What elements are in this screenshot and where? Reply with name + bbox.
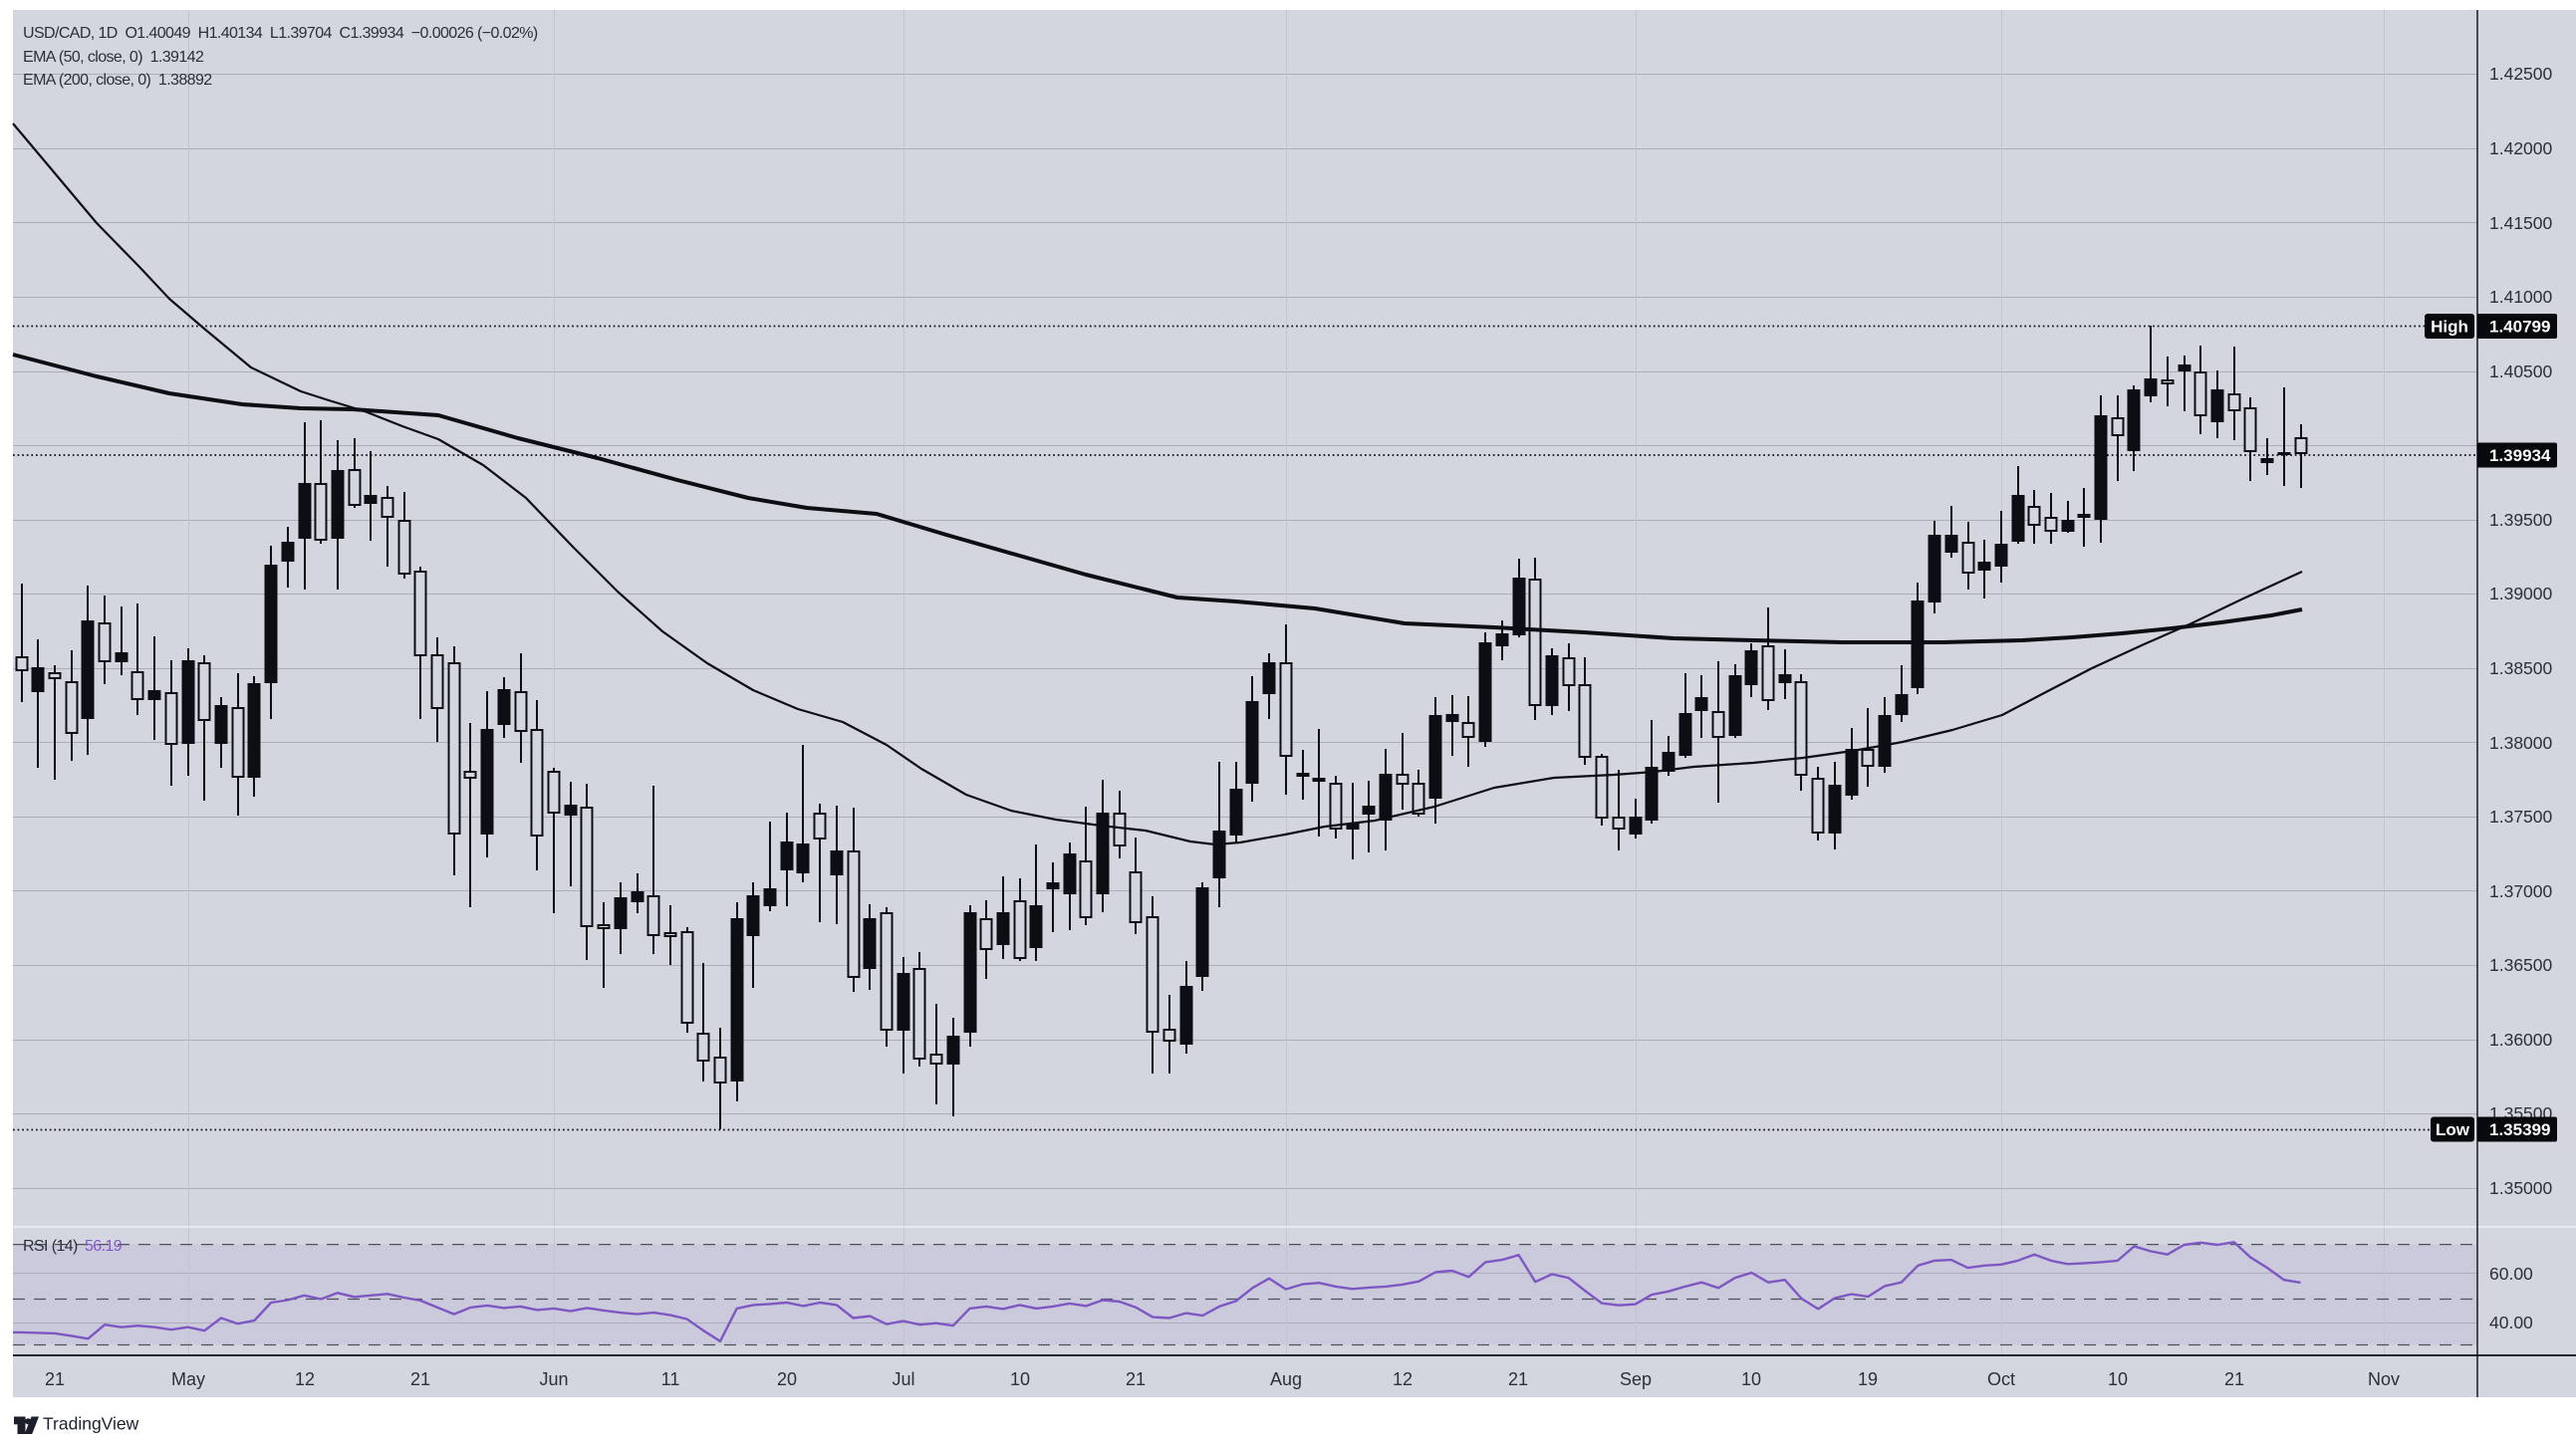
svg-text:1.36000: 1.36000 [2489, 1030, 2553, 1050]
svg-text:1.40799: 1.40799 [2489, 318, 2550, 337]
svg-text:TradingView: TradingView [43, 1414, 139, 1434]
svg-text:1.39934: 1.39934 [2489, 446, 2551, 465]
svg-text:RSI (14): RSI (14) [23, 1238, 78, 1255]
svg-text:1.38000: 1.38000 [2489, 733, 2553, 753]
svg-text:Jun: Jun [539, 1369, 568, 1389]
svg-text:USD/CAD, 1D O1.40049 H1.4013: USD/CAD, 1D O1.40049 H1.40134 L1.39704 C… [23, 25, 538, 42]
svg-text:Sep: Sep [1620, 1369, 1652, 1389]
svg-text:21: 21 [45, 1369, 65, 1389]
svg-text:1.35000: 1.35000 [2489, 1178, 2553, 1198]
svg-text:20: 20 [777, 1369, 797, 1389]
svg-text:1.38500: 1.38500 [2489, 658, 2553, 678]
svg-text:21: 21 [1126, 1369, 1146, 1389]
svg-text:12: 12 [295, 1369, 315, 1389]
svg-text:1.42500: 1.42500 [2489, 64, 2553, 84]
svg-text:1.37500: 1.37500 [2489, 807, 2553, 827]
svg-text:10: 10 [1010, 1369, 1030, 1389]
svg-text:10: 10 [2108, 1369, 2128, 1389]
svg-text:21: 21 [1508, 1369, 1528, 1389]
svg-text:1.39000: 1.39000 [2489, 584, 2553, 603]
svg-text:60.00: 60.00 [2489, 1264, 2533, 1284]
svg-text:21: 21 [2224, 1369, 2244, 1389]
svg-text:High: High [2431, 318, 2468, 337]
svg-text:19: 19 [1858, 1369, 1878, 1389]
svg-text:1.41500: 1.41500 [2489, 213, 2553, 233]
svg-text:1.39500: 1.39500 [2489, 510, 2553, 530]
svg-text:1.35399: 1.35399 [2489, 1120, 2550, 1139]
svg-text:EMA (200, close, 0) 1.38892: EMA (200, close, 0) 1.38892 [23, 72, 212, 89]
svg-text:1.41000: 1.41000 [2489, 287, 2553, 307]
svg-text:12: 12 [1393, 1369, 1413, 1389]
svg-text:1.42000: 1.42000 [2489, 138, 2553, 158]
svg-text:Oct: Oct [1987, 1369, 2015, 1389]
svg-text:Low: Low [2436, 1120, 2470, 1139]
svg-text:1.40500: 1.40500 [2489, 361, 2553, 381]
svg-text:56.19: 56.19 [85, 1238, 123, 1255]
svg-text:Aug: Aug [1270, 1369, 1302, 1389]
svg-text:21: 21 [410, 1369, 430, 1389]
svg-text:May: May [171, 1369, 205, 1389]
svg-text:11: 11 [661, 1369, 680, 1389]
svg-text:10: 10 [1741, 1369, 1761, 1389]
svg-text:40.00: 40.00 [2489, 1313, 2533, 1332]
svg-text:EMA (50, close, 0) 1.39142: EMA (50, close, 0) 1.39142 [23, 49, 204, 66]
svg-text:Jul: Jul [892, 1369, 914, 1389]
svg-text:1.36500: 1.36500 [2489, 955, 2553, 975]
svg-text:1.37000: 1.37000 [2489, 881, 2553, 901]
svg-text:Nov: Nov [2368, 1369, 2400, 1389]
